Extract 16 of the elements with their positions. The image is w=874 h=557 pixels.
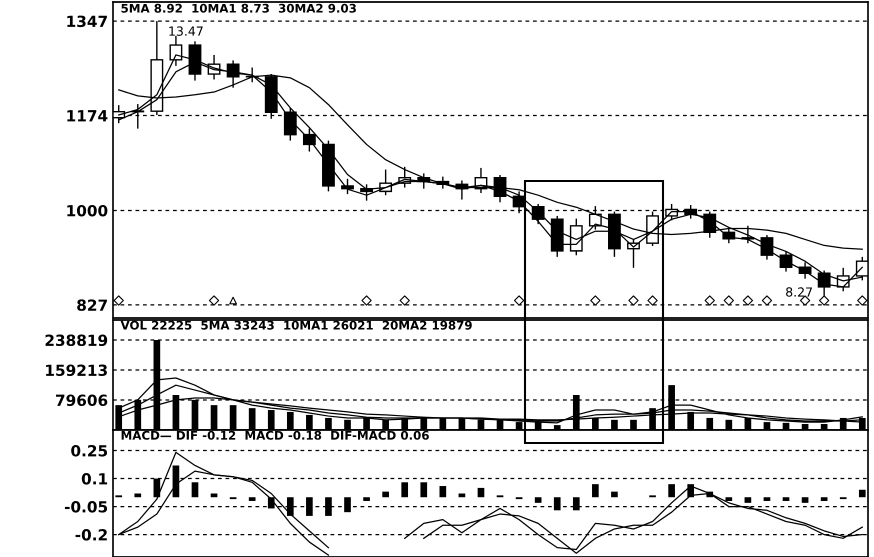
y-tick-label: 1000 — [67, 204, 108, 217]
annotation: 5MA 8.92 10MA1 8.73 30MA2 9.03 — [121, 4, 356, 13]
y-tick-label: 238819 — [46, 334, 108, 346]
annotation: MACD— DIF -0.12 MACD -0.18 DIF-MACD 0.06 — [122, 430, 429, 440]
annotation: 13.47 — [169, 26, 203, 36]
y-tick-label: 1347 — [67, 16, 107, 28]
y-tick-label: -0.05 — [64, 501, 108, 513]
y-tick-label: 0.25 — [71, 445, 108, 457]
y-tick-label: 827 — [77, 299, 107, 311]
y-tick-label: 1174 — [67, 110, 108, 122]
y-tick-label: -0.2 — [76, 529, 107, 541]
y-tick-label: 159213 — [46, 364, 107, 376]
y-tick-label: 79606 — [56, 394, 108, 406]
y-tick-label: 0.1 — [82, 473, 108, 485]
annotation: 8.27 — [786, 287, 812, 297]
annotation: VOL 22225 5MA 33243 10MA1 26021 20MA2 19879 — [120, 320, 472, 330]
